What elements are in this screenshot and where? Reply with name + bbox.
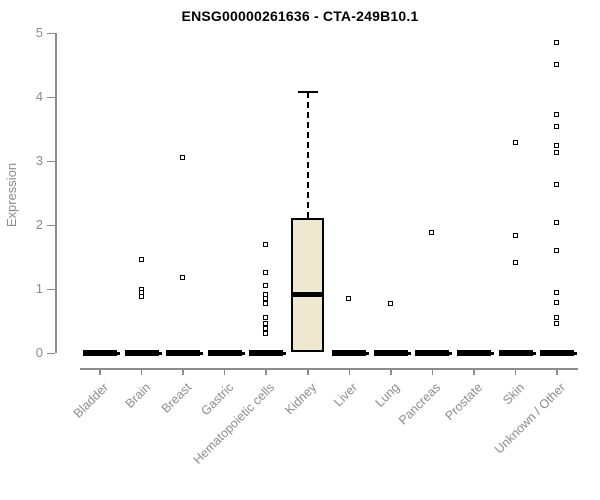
flat-box-cap [366, 351, 370, 355]
x-tick [431, 368, 434, 375]
flat-box-cap [574, 351, 578, 355]
outlier-point [180, 154, 186, 160]
outlier-point [429, 229, 435, 235]
outlier-point [554, 220, 560, 226]
outlier-point [554, 181, 560, 187]
flat-box-cap [449, 351, 453, 355]
flat-box [207, 350, 242, 356]
flat-box [540, 350, 575, 356]
outlier-point [554, 314, 560, 320]
flat-box [498, 350, 533, 356]
flat-box-cap [283, 351, 287, 355]
outlier-point [554, 300, 560, 306]
x-tick [140, 368, 143, 375]
y-tick-label: 2 [35, 217, 43, 232]
outlier-point [554, 149, 560, 155]
x-tick [473, 368, 475, 375]
y-axis-label: Expression [4, 162, 19, 228]
y-tick [47, 224, 55, 226]
outlier-point [554, 40, 560, 46]
chart-title: ENSG00000261636 - CTA-249B10.1 [181, 8, 419, 24]
flat-box [249, 350, 284, 356]
y-tick [47, 96, 55, 98]
y-tick [47, 288, 55, 290]
y-tick-label: 1 [35, 281, 43, 296]
x-tick [99, 368, 101, 375]
outlier-point [554, 143, 560, 149]
flat-box-cap [158, 351, 162, 355]
flat-box-cap [241, 351, 245, 355]
flat-box-cap [200, 351, 204, 355]
outlier-point [263, 241, 269, 247]
x-tick [265, 368, 267, 375]
outlier-point [554, 289, 560, 295]
x-axis-line [80, 368, 578, 370]
flat-box [124, 350, 159, 356]
median-line [291, 291, 325, 297]
outlier-point [512, 140, 518, 146]
outlier-point [138, 294, 144, 300]
y-tick [47, 32, 55, 34]
whisker-cap [297, 90, 318, 94]
outlier-point [263, 321, 269, 327]
x-tick [182, 368, 184, 375]
outlier-point [263, 300, 269, 306]
outlier-point [263, 314, 269, 320]
outlier-point [554, 124, 560, 130]
outlier-point [138, 257, 144, 263]
flat-box-cap [407, 351, 411, 355]
flat-box [83, 350, 117, 356]
outlier-point [346, 295, 352, 301]
y-tick-label: 5 [35, 25, 43, 40]
outlier-point [554, 62, 560, 67]
outlier-point [263, 270, 269, 275]
flat-box [166, 350, 201, 356]
x-tick [348, 368, 351, 375]
flat-box-cap [117, 351, 120, 355]
x-tick [390, 368, 392, 375]
outlier-point [554, 321, 560, 327]
flat-box [373, 350, 408, 356]
y-tick-label: 3 [35, 153, 43, 168]
y-tick-label: 4 [35, 89, 43, 104]
y-tick [47, 352, 55, 354]
outlier-point [387, 300, 393, 306]
y-tick-label: 0 [35, 345, 43, 360]
whisker-line [306, 91, 309, 218]
outlier-point [512, 259, 518, 265]
x-tick [223, 368, 226, 375]
outlier-point [263, 282, 269, 288]
x-tick [556, 368, 558, 375]
outlier-point [554, 248, 560, 254]
flat-box [332, 350, 367, 356]
outlier-point [180, 275, 186, 281]
y-axis-line [55, 33, 57, 353]
outlier-point [263, 330, 269, 336]
x-tick [514, 368, 517, 375]
flat-box [415, 350, 450, 356]
flat-box-cap [532, 351, 536, 355]
flat-box-cap [490, 351, 494, 355]
box-kidney [291, 217, 325, 352]
outlier-point [512, 232, 518, 238]
y-tick [47, 160, 55, 162]
x-tick [307, 368, 309, 375]
outlier-point [554, 111, 560, 117]
flat-box [456, 350, 491, 356]
